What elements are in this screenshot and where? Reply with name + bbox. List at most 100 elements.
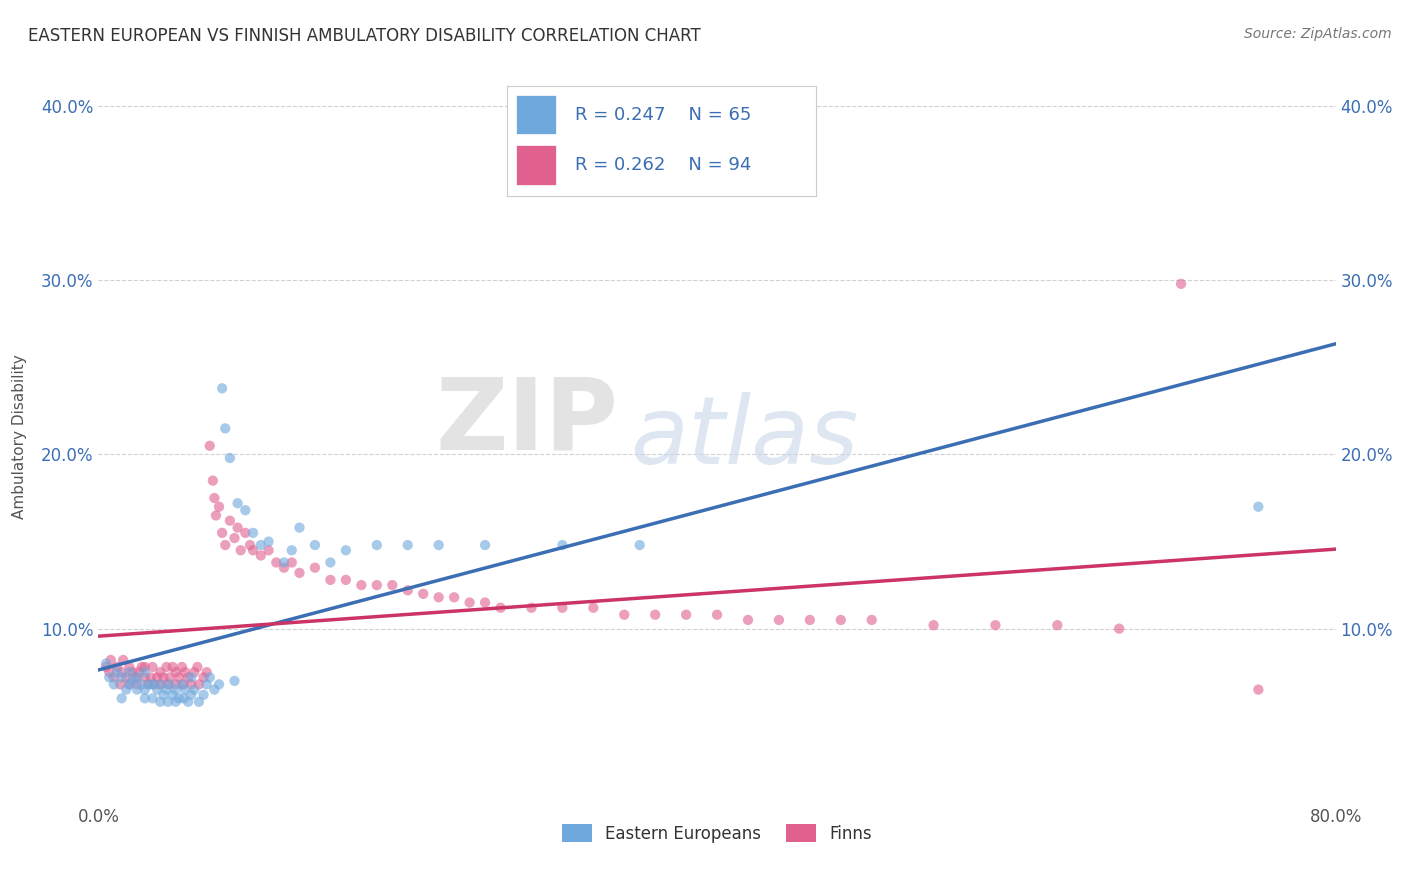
Point (366, 578, 388, 592)
Point (127, 677, 149, 691)
Point (127, 682, 149, 697)
Point (96, 660, 118, 674)
Point (105, 665, 128, 680)
Point (118, 677, 141, 691)
Point (149, 677, 172, 691)
Point (396, 583, 419, 598)
Point (229, 543, 252, 558)
Point (273, 556, 295, 570)
Point (1247, 682, 1270, 697)
Legend: Eastern Europeans, Finns: Eastern Europeans, Finns (555, 818, 879, 849)
Point (174, 665, 197, 680)
Point (551, 600, 574, 615)
Text: atlas: atlas (630, 392, 859, 483)
Point (167, 670, 190, 684)
Point (134, 665, 156, 680)
Point (159, 670, 181, 684)
Point (146, 670, 169, 684)
Point (458, 595, 481, 609)
Point (165, 665, 187, 680)
Point (128, 665, 150, 680)
Point (211, 381, 233, 395)
Point (149, 695, 172, 709)
Point (167, 691, 190, 706)
Point (134, 682, 156, 697)
Point (396, 538, 419, 552)
Point (319, 573, 342, 587)
Point (195, 677, 218, 691)
Point (183, 665, 205, 680)
Point (155, 660, 177, 674)
Point (350, 578, 373, 592)
Point (737, 613, 759, 627)
Point (242, 525, 264, 540)
Point (108, 677, 131, 691)
Point (121, 673, 143, 688)
Point (134, 670, 156, 684)
Point (1170, 277, 1192, 291)
Point (582, 600, 605, 615)
Point (118, 665, 141, 680)
Point (118, 677, 141, 691)
Point (105, 660, 128, 674)
Point (208, 677, 231, 691)
Point (613, 607, 636, 622)
Point (226, 521, 249, 535)
Point (860, 613, 883, 627)
Point (138, 677, 160, 691)
Point (239, 538, 262, 552)
Point (98, 665, 121, 680)
Point (136, 677, 159, 691)
Point (319, 556, 342, 570)
Point (115, 682, 138, 697)
Point (706, 607, 728, 622)
Point (183, 682, 205, 697)
Point (111, 665, 132, 680)
Point (165, 677, 187, 691)
Text: EASTERN EUROPEAN VS FINNISH AMBULATORY DISABILITY CORRELATION CHART: EASTERN EUROPEAN VS FINNISH AMBULATORY D… (28, 27, 700, 45)
Point (335, 543, 357, 558)
Point (111, 670, 132, 684)
Point (149, 677, 172, 691)
Point (180, 670, 202, 684)
Point (366, 538, 388, 552)
Point (768, 613, 790, 627)
Point (273, 560, 295, 574)
Point (250, 538, 273, 552)
Point (143, 677, 166, 691)
Point (172, 677, 194, 691)
Point (188, 695, 211, 709)
Point (131, 677, 153, 691)
Point (474, 538, 496, 552)
Point (152, 670, 174, 684)
Point (177, 695, 200, 709)
Point (157, 695, 180, 709)
Point (219, 514, 242, 528)
Point (264, 556, 288, 570)
Point (165, 695, 187, 709)
Point (224, 673, 246, 688)
Point (103, 670, 125, 684)
Point (427, 591, 450, 605)
Point (628, 538, 651, 552)
Point (127, 670, 149, 684)
Point (193, 688, 215, 702)
Point (155, 682, 177, 697)
Point (304, 560, 326, 574)
Point (121, 665, 143, 680)
Point (208, 500, 231, 514)
Point (288, 521, 311, 535)
Point (115, 670, 138, 684)
Point (412, 587, 434, 601)
Point (193, 670, 215, 684)
Point (281, 543, 304, 558)
Point (198, 439, 221, 453)
Point (443, 591, 465, 605)
Point (233, 503, 257, 517)
Point (984, 618, 1007, 632)
Point (257, 534, 280, 549)
Point (675, 607, 697, 622)
Point (214, 421, 236, 435)
Point (195, 665, 218, 680)
Point (226, 496, 249, 510)
